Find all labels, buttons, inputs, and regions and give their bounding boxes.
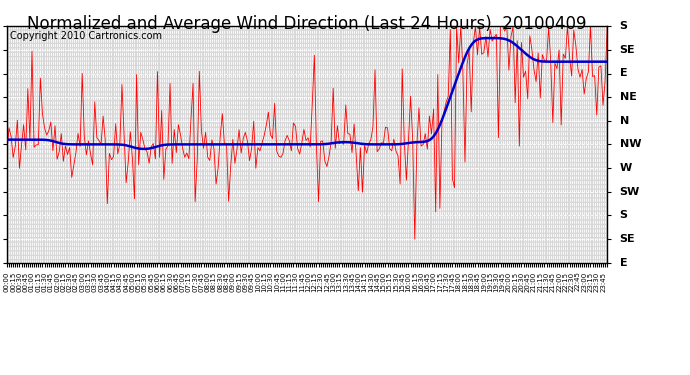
Text: SE: SE — [620, 45, 635, 55]
Text: W: W — [620, 163, 632, 173]
Text: S: S — [620, 210, 628, 220]
Text: S: S — [620, 21, 628, 31]
Text: SE: SE — [620, 234, 635, 244]
Text: E: E — [620, 258, 627, 267]
Text: NW: NW — [620, 140, 641, 149]
Text: SW: SW — [620, 187, 640, 196]
Text: NE: NE — [620, 92, 636, 102]
Text: E: E — [620, 69, 627, 78]
Text: Copyright 2010 Cartronics.com: Copyright 2010 Cartronics.com — [10, 31, 162, 41]
Text: N: N — [620, 116, 629, 126]
Text: Normalized and Average Wind Direction (Last 24 Hours)  20100409: Normalized and Average Wind Direction (L… — [28, 15, 586, 33]
